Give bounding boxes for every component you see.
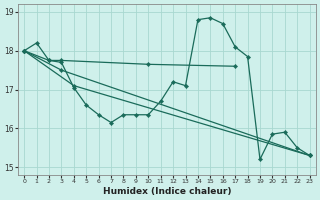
X-axis label: Humidex (Indice chaleur): Humidex (Indice chaleur) (103, 187, 231, 196)
